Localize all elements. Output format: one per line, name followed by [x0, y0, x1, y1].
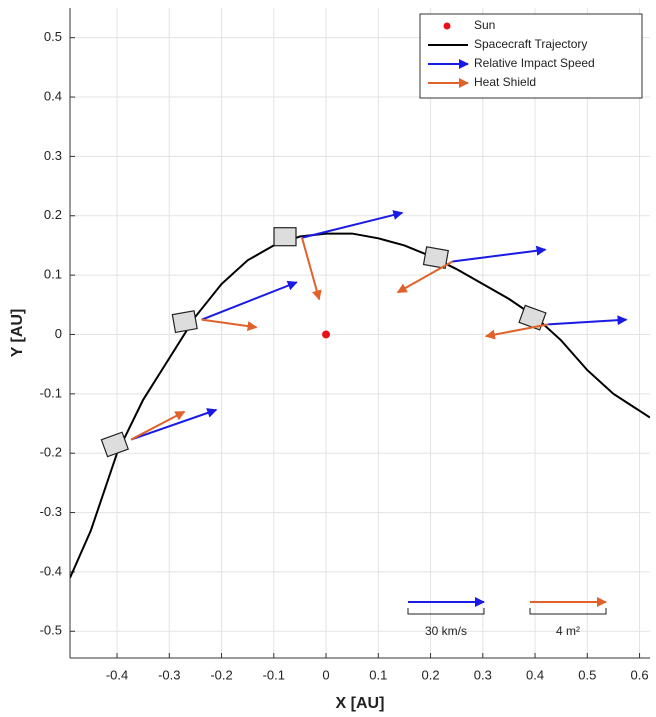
- scale-bracket: [407, 608, 485, 615]
- plot-area: [70, 210, 650, 579]
- y-tick-label: -0.1: [40, 385, 62, 400]
- x-tick-label: 0.5: [578, 667, 596, 682]
- x-tick-label: -0.4: [106, 667, 128, 682]
- x-axis-label: X [AU]: [336, 695, 385, 712]
- vector-arrow: [130, 410, 186, 441]
- x-tick-label: -0.2: [210, 667, 232, 682]
- x-tick-label: 0.3: [474, 667, 492, 682]
- x-tick-label: 0.2: [422, 667, 440, 682]
- scale-label: 30 km/s: [425, 624, 467, 638]
- y-axis-label: Y [AU]: [9, 309, 26, 358]
- x-tick-label: -0.3: [158, 667, 180, 682]
- vector-arrow: [201, 280, 298, 321]
- legend-label: Spacecraft Trajectory: [474, 37, 587, 51]
- y-tick-label: -0.2: [40, 445, 62, 460]
- vector-arrow: [201, 318, 258, 332]
- y-tick-label: 0.5: [44, 29, 62, 44]
- legend-label: Relative Impact Speed: [474, 56, 595, 70]
- vector-arrow: [130, 408, 218, 441]
- scale-bracket: [529, 608, 607, 615]
- spacecraft-icon: [518, 304, 547, 331]
- spacecraft-icon: [171, 310, 198, 334]
- y-tick-label: -0.5: [40, 623, 62, 638]
- x-tick-label: -0.1: [263, 667, 285, 682]
- y-tick-label: 0: [55, 326, 62, 341]
- vector-arrow: [396, 260, 453, 294]
- x-tick-label: 0.4: [526, 667, 544, 682]
- legend-label: Heat Shield: [474, 75, 536, 89]
- x-tick-label: 0.6: [631, 667, 649, 682]
- spacecraft-icon: [100, 431, 130, 458]
- y-tick-label: 0.4: [44, 88, 62, 103]
- y-tick-label: -0.4: [40, 563, 62, 578]
- sun-marker: [322, 330, 331, 339]
- y-tick-label: 0.2: [44, 207, 62, 222]
- y-tick-label: 0.3: [44, 148, 62, 163]
- spacecraft-icon: [422, 246, 450, 270]
- x-tick-label: 0: [322, 667, 329, 682]
- vector-arrow: [301, 210, 404, 239]
- legend-label: Sun: [474, 18, 495, 32]
- x-tick-label: 0.1: [369, 667, 387, 682]
- spacecraft-icon: [273, 227, 297, 247]
- vector-arrow: [301, 237, 322, 301]
- y-tick-label: 0.1: [44, 267, 62, 282]
- y-tick-label: -0.3: [40, 504, 62, 519]
- trajectory: [70, 232, 650, 579]
- vector-arrow: [452, 245, 547, 263]
- vector-arrow: [484, 323, 549, 340]
- legend-swatch: [443, 22, 451, 30]
- vector-arrow: [548, 315, 628, 326]
- scale-label: 4 m²: [556, 624, 580, 638]
